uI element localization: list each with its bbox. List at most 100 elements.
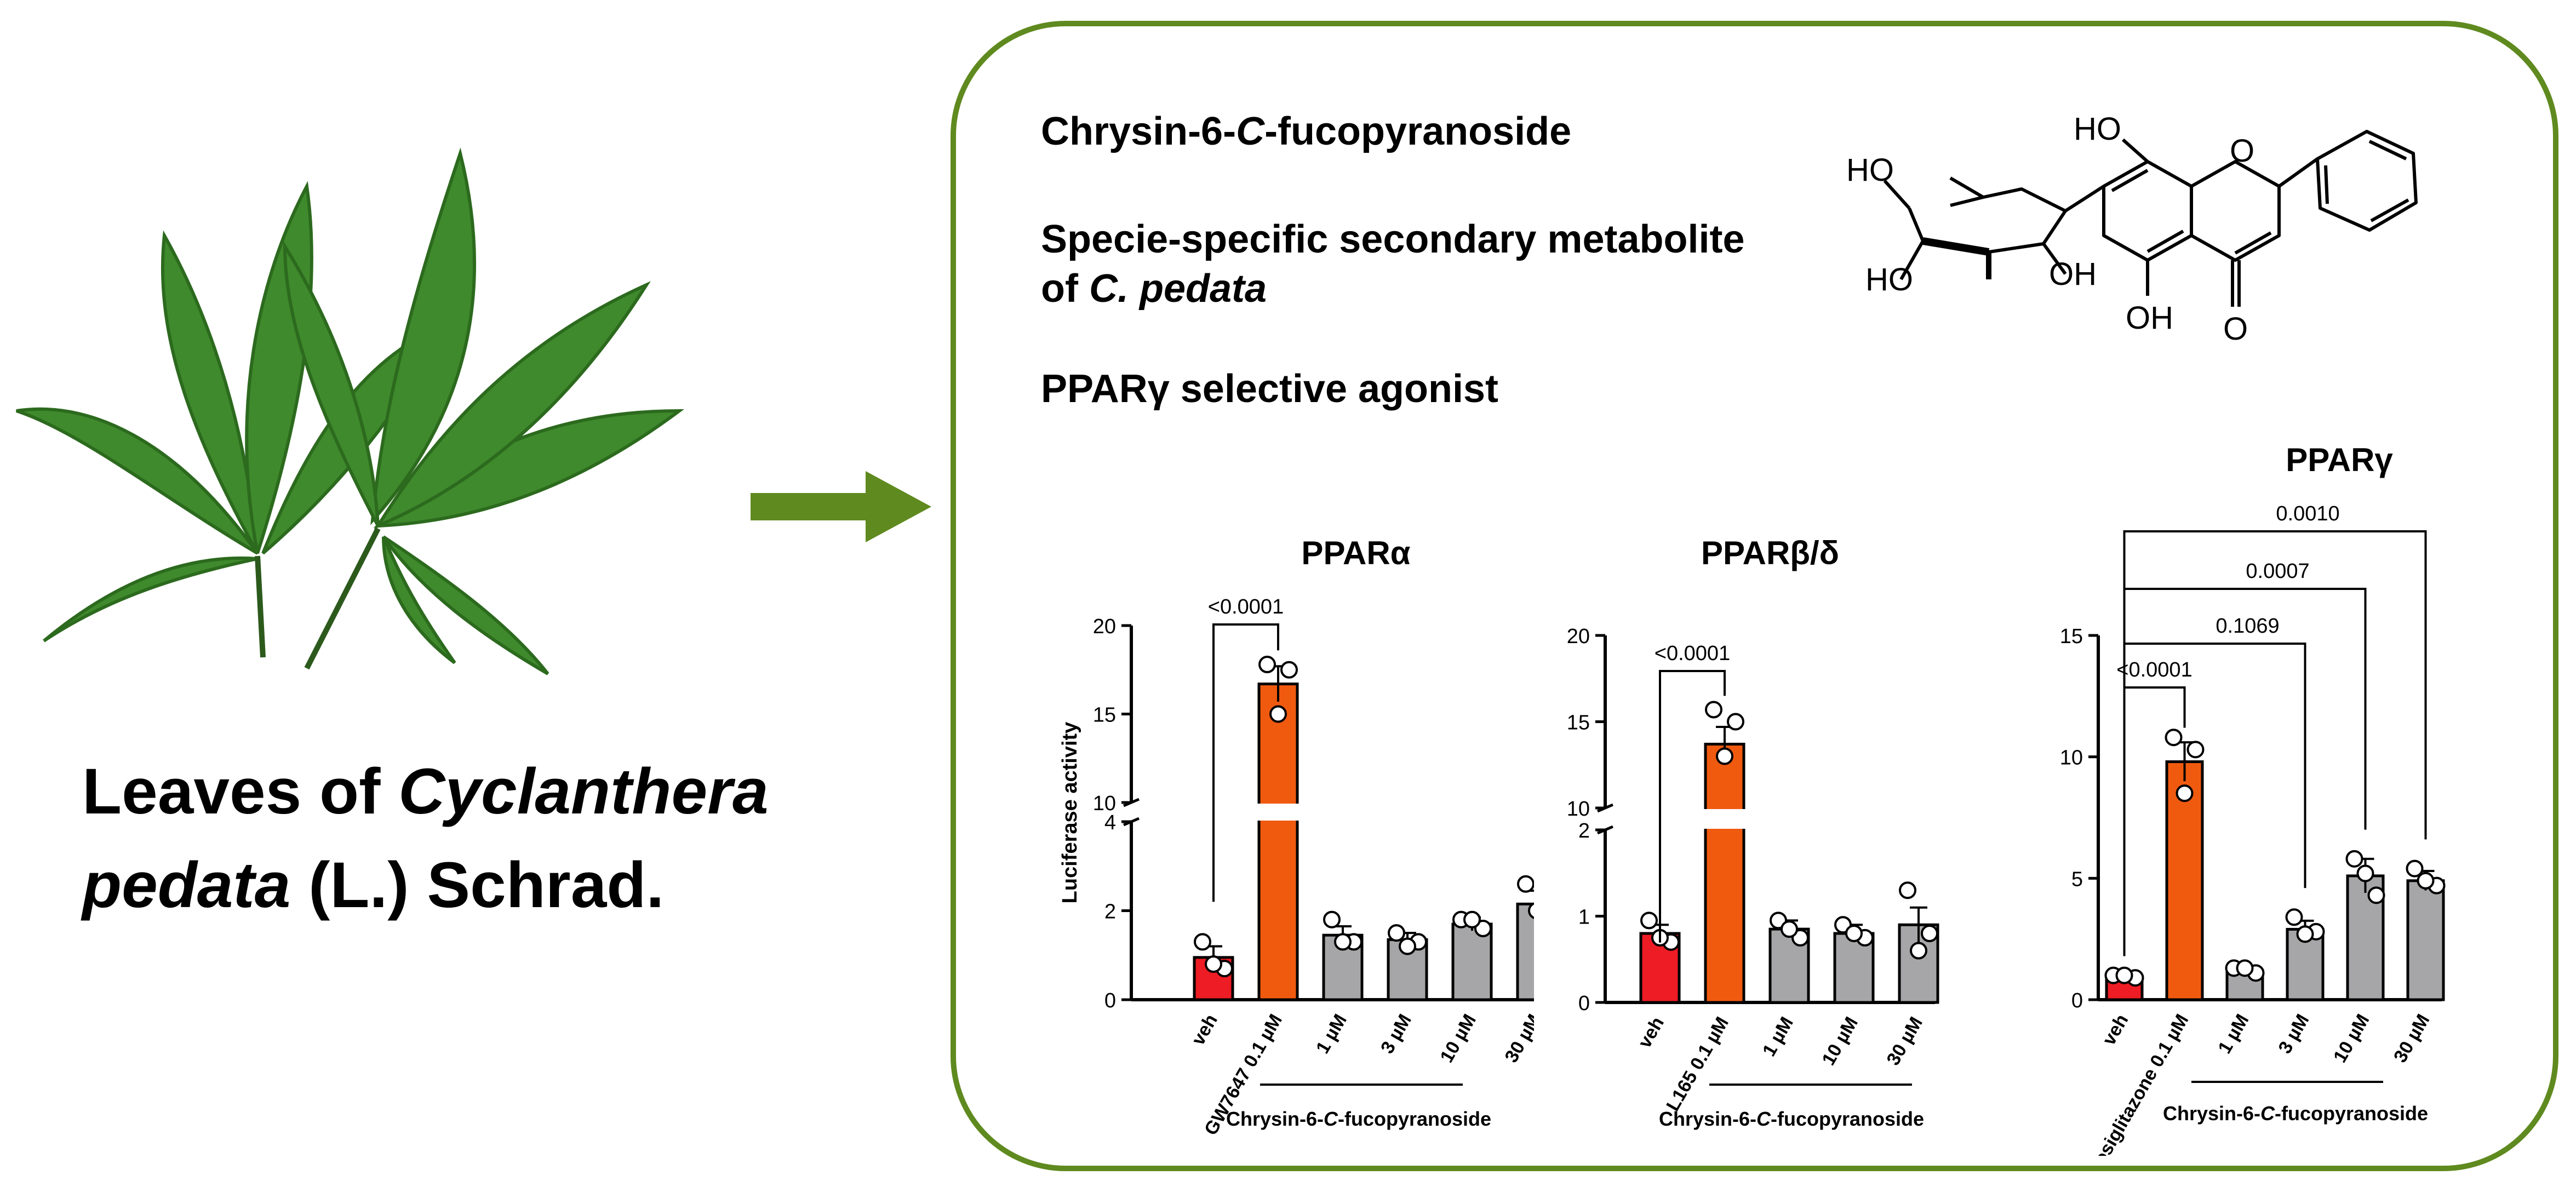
category-label: veh <box>2098 1011 2132 1049</box>
category-label: 1 µM <box>2214 1011 2253 1057</box>
category-label: 30 µM <box>1501 1011 1534 1066</box>
category-label: 30 µM <box>2390 1011 2434 1066</box>
group-label-part: C <box>1324 1108 1338 1130</box>
leaves-caption: Leaves of Cyclanthera pedata (L.) Schrad… <box>82 755 769 922</box>
y-tick-label: 0 <box>1578 992 1590 1015</box>
data-point <box>1399 937 1416 955</box>
category-label: 10 µM <box>2329 1011 2374 1066</box>
comparison-bracket <box>1659 670 1726 943</box>
data-point <box>1269 705 1287 723</box>
data-point <box>1194 933 1211 951</box>
data-point <box>1323 910 1341 928</box>
data-point <box>1781 920 1798 938</box>
data-point <box>2186 741 2205 759</box>
chart-title: PPARα <box>1301 535 1410 571</box>
y-tick-label: 20 <box>1093 615 1116 638</box>
category-label: L165 0.1 µM <box>1662 1013 1733 1115</box>
chemical-structure: HO O HO HO OH OH O <box>1846 111 2418 347</box>
y-tick-label: 10 <box>1093 792 1116 815</box>
y-tick-label: 15 <box>1567 712 1590 735</box>
molecule-label: HO <box>1846 152 1894 188</box>
y-tick-label: 2 <box>1578 819 1590 842</box>
y-axis-label: Luciferase activity <box>1058 722 1081 904</box>
bar <box>1257 683 1299 1001</box>
chart-title: PPARγ <box>2286 442 2393 478</box>
y-tick-label: 15 <box>1093 704 1116 727</box>
p-value-label: <0.0001 <box>1655 642 1730 665</box>
data-point <box>1205 955 1222 973</box>
y-tick-label: 10 <box>2060 747 2083 770</box>
group-label-part: Chrysin-6- <box>1226 1108 1324 1130</box>
category-label: 3 µM <box>2274 1011 2313 1057</box>
category-label: 3 µM <box>1377 1011 1416 1057</box>
results-panel <box>951 21 2558 1171</box>
bar-break-gap <box>1703 809 1746 829</box>
p-value-label: 0.0010 <box>2276 502 2339 525</box>
group-label: Chrysin-6-C-fucopyranoside <box>1659 1108 1924 1130</box>
data-point <box>2115 966 2133 984</box>
y-tick-label: 10 <box>1567 798 1590 821</box>
leaves-illustration <box>16 147 685 675</box>
category-label: Rosiglitazone 0.1 µM <box>2083 1011 2193 1156</box>
group-label: Chrysin-6-C-fucopyranoside <box>2163 1102 2428 1125</box>
arrow-icon <box>751 471 931 542</box>
y-tick-label: 15 <box>2060 625 2083 648</box>
data-point <box>1463 910 1481 928</box>
bar-break-gap <box>1257 804 1300 821</box>
group-label-part: Chrysin-6- <box>1659 1108 1756 1130</box>
group-label-part: Chrysin-6- <box>2163 1102 2260 1125</box>
comparison-bracket <box>1212 623 1279 902</box>
compound-description: Specie-specific secondary metabolite of … <box>1041 217 1745 311</box>
agonist-statement: PPARγ selective agonist <box>1041 367 1498 411</box>
category-label: 1 µM <box>1759 1013 1798 1060</box>
data-point <box>2356 864 2374 882</box>
data-point <box>2236 959 2254 977</box>
data-point <box>1716 747 1733 765</box>
data-point <box>1910 942 1927 960</box>
category-label: veh <box>1634 1013 1668 1052</box>
data-point <box>1640 912 1658 930</box>
molecule-label: HO <box>2074 111 2121 147</box>
y-tick-label: 0 <box>1104 989 1116 1012</box>
category-label: 30 µM <box>1882 1013 1927 1069</box>
category-label: 10 µM <box>1436 1011 1480 1066</box>
data-point <box>2296 925 2314 943</box>
group-label: Chrysin-6-C-fucopyranoside <box>1226 1108 1491 1130</box>
y-tick-label: 0 <box>2071 989 2083 1012</box>
comparison-bracket <box>2123 530 2427 956</box>
molecule-label: O <box>2230 133 2254 169</box>
data-point <box>1528 902 1534 919</box>
compound-title: Chrysin-6-C-fucopyranoside <box>1041 110 1572 153</box>
data-point <box>1845 925 1863 942</box>
data-point <box>2417 872 2435 890</box>
data-point <box>1334 933 1352 951</box>
category-label: veh <box>1188 1011 1222 1049</box>
y-tick-label: 5 <box>2071 868 2083 891</box>
group-label-part: -fucopyranoside <box>2275 1102 2428 1125</box>
comparison-bracket <box>2123 643 2306 956</box>
group-label-part: -fucopyranoside <box>1338 1108 1491 1130</box>
data-point <box>2345 850 2363 868</box>
p-value-label: <0.0001 <box>1208 595 1284 618</box>
data-point <box>1388 924 1405 942</box>
data-point <box>2406 859 2424 878</box>
data-point <box>2165 729 2183 747</box>
p-value-label: 0.0007 <box>2246 560 2309 583</box>
data-point <box>1727 713 1744 731</box>
chart-title: PPARβ/δ <box>1701 535 1839 571</box>
molecule-label: OH <box>2126 300 2173 336</box>
p-value-label: <0.0001 <box>2116 658 2192 681</box>
bar <box>1704 742 1745 1004</box>
data-point <box>1280 661 1298 679</box>
y-tick-label: 2 <box>1104 901 1116 924</box>
category-label: 1 µM <box>1312 1011 1351 1057</box>
data-point <box>1921 925 1938 942</box>
group-label-part: -fucopyranoside <box>1771 1108 1924 1130</box>
data-point <box>2176 784 2194 803</box>
bar <box>1516 902 1534 1001</box>
p-value-label: 0.1069 <box>2216 615 2279 638</box>
group-label-part: C <box>2260 1102 2275 1125</box>
